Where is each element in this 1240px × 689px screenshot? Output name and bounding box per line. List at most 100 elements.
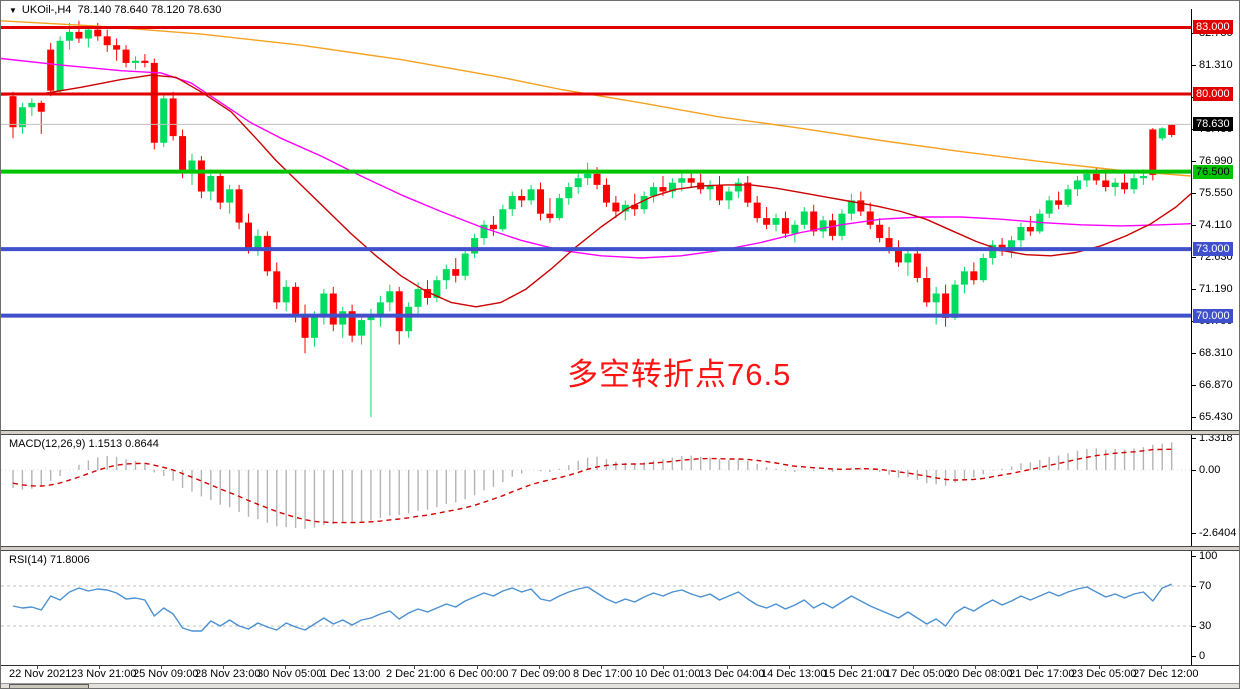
candle-body [847,200,855,214]
slow-ma-orange [1,20,1191,177]
candle-body [744,182,752,203]
time-label: 25 Nov 09:00 [133,668,199,680]
candle-body [1026,226,1034,232]
panel-splitter-1[interactable] [1,430,1239,435]
candle-body [216,175,224,203]
candle-body [254,235,262,250]
time-tick [285,665,286,669]
time-label: 27 Dec 12:00 [1133,668,1199,680]
candle-body [386,291,394,303]
candle-body [103,36,111,46]
candle-body [1121,182,1129,190]
horizontal-scrollbar[interactable] [1,683,1239,688]
time-label: 17 Dec 05:00 [885,668,951,680]
candle-body [1158,128,1166,139]
candle-body [885,238,893,250]
candle-body [480,224,488,239]
candle-body [188,160,196,172]
candle-body [565,187,573,199]
time-tick [727,665,728,669]
time-label: 6 Dec 00:00 [449,668,509,680]
time-tick [477,665,478,669]
candle-body [9,96,17,128]
time-tick [1161,665,1162,669]
candle-body [537,189,545,214]
text-annotation[interactable]: 多空转折点76.5 [567,357,792,392]
candle-body [358,320,366,336]
rsi-tick-label: 0 [1192,650,1205,662]
candle-body [772,218,780,225]
price-level-badge: 70.000 [1193,309,1233,323]
macd-panel: 1.3318 0.00 -2.6404 MACD(12,26,9) 1.1513 0… [1,432,1239,546]
candle-body [913,253,921,278]
price-level-badge: 78.630 [1193,117,1233,131]
candle-body [791,224,799,234]
candle-body [1111,182,1119,188]
candle-body [489,224,497,230]
price-tick-label: 75.550 [1192,187,1233,199]
candle-body [1073,180,1081,190]
candle-body [1139,175,1147,179]
candle-body [245,222,252,250]
time-tick [789,665,790,669]
candle-body [169,98,177,137]
candle-body [28,102,36,108]
candle-body [1130,178,1138,190]
macd-canvas [1,442,1191,529]
time-label: 23 Dec 05:00 [1071,668,1137,680]
candle-body [631,204,639,210]
candle-body [546,213,554,219]
candle-body [1008,240,1016,252]
macd-label: MACD(12,26,9) 1.1513 0.8644 [9,438,159,450]
price-level-badge: 73.000 [1193,242,1233,256]
candle-body [508,195,516,210]
time-label: 10 Dec 01:00 [635,668,701,680]
candle-body [716,184,723,201]
candle-body [923,277,931,303]
candle-body [1045,200,1053,214]
price-tick-label: 66.870 [1192,379,1233,391]
candle-body [584,173,592,179]
candle-body [1168,125,1176,135]
candle-body [932,293,940,303]
time-label: 23 Nov 21:00 [71,668,137,680]
candle-body [282,286,290,303]
time-tick [99,665,100,669]
macd-histogram [12,442,1173,529]
macd-signal-line [12,448,1172,524]
candle-body [310,315,318,338]
candle-body [66,31,74,41]
candle-body [179,136,187,172]
price-tick-label: 68.310 [1192,347,1233,359]
panel-splitter-2[interactable] [1,546,1239,551]
time-label: 22 Nov 2021 [9,668,72,680]
time-tick [913,665,914,669]
candle-body [960,271,968,285]
candle-body [301,315,309,338]
candle-body [395,291,403,332]
time-tick [1099,665,1100,669]
price-tick-label: 76.990 [1192,155,1233,167]
candle-body [329,293,337,325]
candle-body [866,211,874,225]
candle-body [518,195,526,201]
candles-layer [9,20,1176,417]
candle-body [1083,173,1091,181]
candle-body [1017,226,1025,241]
candle-body [320,293,328,316]
candle-body [367,315,375,321]
symbol-dropdown-icon[interactable]: ▼ [9,6,17,15]
candle-body [763,218,771,225]
candle-body [113,45,121,50]
mid-ma-magenta [1,57,1191,259]
macd-tick-label: 0.00 [1192,464,1220,476]
rsi-tick-label: 30 [1192,620,1211,632]
scrollbar-thumb[interactable] [9,684,89,688]
time-tick [975,665,976,669]
price-chart-canvas [1,20,1191,417]
time-label: 15 Dec 21:00 [823,668,889,680]
rsi-axis: 100 70 30 0 [1192,550,1239,665]
candle-body [499,209,507,230]
macd-tick-label: 1.3318 [1192,432,1233,444]
candle-body [207,175,215,192]
